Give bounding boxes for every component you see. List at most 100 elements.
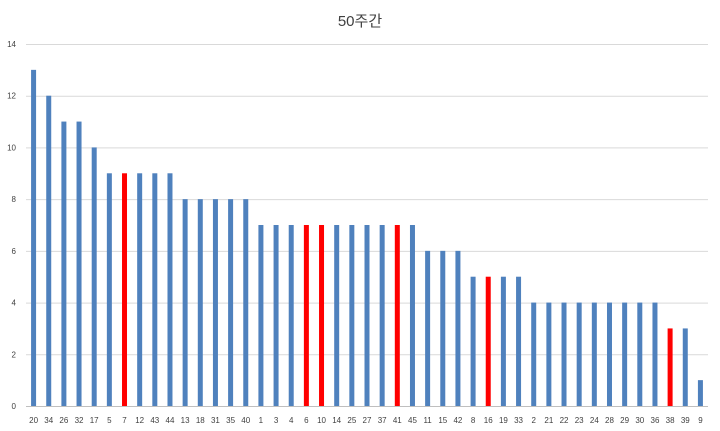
x-tick-label: 42 bbox=[453, 416, 462, 425]
bar-36 bbox=[652, 302, 658, 406]
bar-24 bbox=[591, 302, 597, 406]
x-tick-label: 45 bbox=[408, 416, 417, 425]
bar-12 bbox=[137, 173, 143, 406]
x-tick-label: 38 bbox=[666, 416, 675, 425]
x-tick-label: 41 bbox=[393, 416, 402, 425]
x-tick-label: 2 bbox=[531, 416, 536, 425]
bar-22 bbox=[561, 302, 567, 406]
y-tick-label: 2 bbox=[12, 350, 17, 359]
x-tick-label: 4 bbox=[289, 416, 294, 425]
bar-15 bbox=[440, 250, 446, 406]
bar-23 bbox=[576, 302, 582, 406]
bar-27 bbox=[364, 225, 370, 406]
x-tick-label: 11 bbox=[423, 416, 432, 425]
x-tick-label: 12 bbox=[135, 416, 144, 425]
chart-title: 50주간 bbox=[338, 13, 382, 30]
bar-25 bbox=[349, 225, 355, 406]
x-tick-label: 7 bbox=[122, 416, 127, 425]
bar-32 bbox=[76, 121, 82, 406]
bar-40 bbox=[243, 199, 249, 406]
x-tick-label: 27 bbox=[363, 416, 372, 425]
x-tick-label: 5 bbox=[107, 416, 112, 425]
bar-5 bbox=[106, 173, 112, 406]
y-tick-label: 8 bbox=[12, 195, 17, 204]
bar-26 bbox=[61, 121, 67, 406]
x-tick-label: 31 bbox=[211, 416, 220, 425]
y-axis-tick-labels: 0 2 4 6 8 10 12 14 bbox=[7, 40, 16, 411]
y-tick-label: 4 bbox=[12, 299, 17, 308]
bar-34 bbox=[46, 95, 52, 407]
x-tick-label: 8 bbox=[471, 416, 476, 425]
bar-31 bbox=[212, 199, 218, 406]
x-tick-label: 43 bbox=[150, 416, 159, 425]
bar-10 bbox=[319, 225, 325, 406]
x-tick-label: 40 bbox=[241, 416, 250, 425]
x-tick-label: 19 bbox=[499, 416, 508, 425]
bar-44 bbox=[167, 173, 173, 406]
y-tick-label: 14 bbox=[7, 40, 16, 49]
x-tick-label: 35 bbox=[226, 416, 235, 425]
x-tick-label: 29 bbox=[620, 416, 629, 425]
y-tick-label: 10 bbox=[7, 143, 16, 152]
bar-2 bbox=[531, 302, 537, 406]
x-tick-label: 16 bbox=[484, 416, 493, 425]
x-tick-label: 10 bbox=[317, 416, 326, 425]
y-tick-label: 12 bbox=[7, 92, 16, 101]
x-tick-label: 33 bbox=[514, 416, 523, 425]
bar-7 bbox=[122, 173, 128, 406]
x-tick-label: 37 bbox=[378, 416, 387, 425]
bar-20 bbox=[31, 69, 37, 407]
bar-14 bbox=[334, 225, 340, 406]
bar-1 bbox=[258, 225, 264, 406]
x-tick-label: 39 bbox=[681, 416, 690, 425]
bar-11 bbox=[425, 250, 431, 406]
bar-6 bbox=[303, 225, 309, 406]
bar-18 bbox=[197, 199, 203, 406]
x-tick-label: 3 bbox=[274, 416, 279, 425]
y-tick-label: 6 bbox=[12, 247, 17, 256]
x-tick-label: 13 bbox=[181, 416, 190, 425]
bar-8 bbox=[470, 276, 476, 406]
bar-4 bbox=[288, 225, 294, 406]
x-tick-label: 18 bbox=[196, 416, 205, 425]
y-tick-label: 0 bbox=[12, 402, 17, 411]
bar-3 bbox=[273, 225, 279, 406]
x-tick-label: 36 bbox=[651, 416, 660, 425]
x-tick-label: 34 bbox=[44, 416, 53, 425]
bar-41 bbox=[394, 225, 400, 406]
x-tick-label: 6 bbox=[304, 416, 309, 425]
x-tick-label: 32 bbox=[75, 416, 84, 425]
bar-19 bbox=[500, 276, 506, 406]
bar-42 bbox=[455, 250, 461, 406]
bar-33 bbox=[516, 276, 522, 406]
x-tick-label: 21 bbox=[544, 416, 553, 425]
x-tick-label: 44 bbox=[166, 416, 175, 425]
x-tick-label: 1 bbox=[259, 416, 264, 425]
x-tick-label: 20 bbox=[29, 416, 38, 425]
bar-38 bbox=[667, 328, 673, 406]
bar-43 bbox=[152, 173, 158, 406]
bar-9 bbox=[697, 380, 703, 406]
bar-21 bbox=[546, 302, 552, 406]
x-tick-label: 28 bbox=[605, 416, 614, 425]
x-tick-label: 26 bbox=[59, 416, 68, 425]
bar-13 bbox=[182, 199, 188, 406]
bars bbox=[31, 69, 703, 407]
bar-28 bbox=[606, 302, 612, 406]
x-tick-label: 23 bbox=[575, 416, 584, 425]
x-tick-label: 15 bbox=[438, 416, 447, 425]
x-tick-label: 17 bbox=[90, 416, 99, 425]
bar-30 bbox=[637, 302, 643, 406]
x-tick-label: 25 bbox=[347, 416, 356, 425]
x-tick-label: 24 bbox=[590, 416, 599, 425]
x-axis-tick-labels: 20 34 26 32 17 5 7 12 43 44 13 18 31 35 40 1 3 4 6 10 14 25 27… bbox=[29, 416, 703, 425]
bar-16 bbox=[485, 276, 491, 406]
x-tick-label: 30 bbox=[635, 416, 644, 425]
bar-29 bbox=[622, 302, 628, 406]
bar-35 bbox=[228, 199, 234, 406]
x-tick-label: 14 bbox=[332, 416, 341, 425]
bar-37 bbox=[379, 225, 385, 406]
bar-17 bbox=[91, 147, 97, 406]
x-tick-label: 22 bbox=[560, 416, 569, 425]
